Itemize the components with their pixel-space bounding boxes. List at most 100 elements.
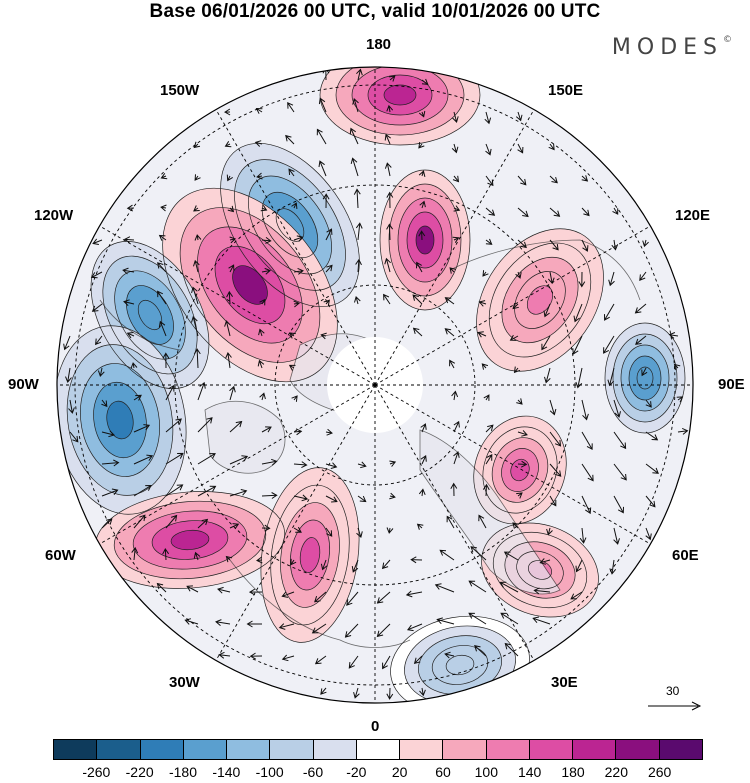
anomaly-contour (636, 366, 654, 390)
colorbar-tick-label: 140 (517, 764, 542, 780)
wind-arrow (412, 327, 423, 337)
wind-arrow (549, 175, 558, 184)
wind-arrow (482, 270, 489, 277)
wind-arrow (515, 111, 523, 122)
wind-arrow (384, 162, 392, 177)
wind-arrow (224, 141, 232, 148)
colorbar-swatch (486, 740, 530, 759)
anomaly-contour (261, 191, 319, 259)
positive-anomaly-shading (527, 285, 553, 315)
negative-anomaly-shading (106, 401, 134, 439)
colorbar-swatch (140, 740, 184, 759)
anomaly-contour (445, 654, 475, 676)
wind-arrow (515, 271, 522, 279)
wind-arrow (512, 522, 519, 529)
wind-arrow (449, 359, 456, 369)
wind-arrow (261, 426, 272, 433)
anomaly-contour (126, 285, 174, 345)
wind-arrow (503, 551, 519, 561)
anomaly-contour (351, 67, 449, 126)
wind-arrow (389, 460, 397, 467)
wind-arrow (133, 454, 154, 465)
wind-arrow (355, 258, 362, 273)
wind-arrow (101, 488, 119, 497)
meridian-line (374, 219, 662, 386)
colorbar-tick-label: -20 (346, 764, 367, 780)
anomaly-contour (501, 448, 539, 492)
wind-arrow (293, 428, 303, 436)
wind-arrow (376, 591, 391, 604)
wind-arrow (133, 514, 146, 529)
anomaly-contour (491, 437, 549, 503)
meridian-line (209, 98, 376, 386)
wind-arrow (91, 303, 103, 312)
colorbar-swatch (54, 740, 98, 759)
wind-arrow (485, 143, 492, 156)
anomaly-contour (481, 522, 599, 618)
wind-arrow (314, 591, 327, 603)
wind-arrow (325, 228, 333, 241)
wind-arrow (613, 527, 620, 545)
lon-label-150e: 150E (548, 82, 584, 99)
wind-arrow (186, 585, 199, 593)
wind-arrow (676, 396, 684, 403)
wind-arrow (325, 428, 333, 436)
anomaly-contour (516, 550, 564, 590)
wind-arrow (261, 458, 278, 466)
wind-arrow (101, 430, 115, 438)
wind-arrow (546, 527, 553, 536)
wind-arrow (613, 463, 627, 481)
wind-arrow (261, 267, 272, 275)
lon-label-120w: 120W (34, 207, 74, 224)
lon-label-150w: 150W (160, 82, 200, 99)
wind-arrow (446, 515, 455, 529)
wind-arrow (468, 580, 487, 593)
wind-arrow (444, 328, 455, 337)
wind-arrow (418, 488, 426, 497)
wind-arrow (533, 587, 551, 595)
wind-arrow (325, 527, 333, 537)
wind-arrow (229, 385, 236, 401)
wind-arrow (581, 431, 593, 451)
wind-arrow (645, 431, 659, 441)
wind-arrow (645, 463, 659, 474)
wind-arrow (412, 294, 423, 305)
colorbar-tick-label: 20 (391, 764, 408, 780)
wind-arrow (193, 551, 201, 561)
lon-label-30w: 30W (169, 674, 200, 691)
wind-arrow (123, 236, 135, 244)
wind-arrow (413, 655, 423, 664)
wind-arrow (229, 236, 237, 244)
anomaly-contour (628, 355, 662, 401)
wind-arrow (673, 363, 681, 371)
wind-arrow (419, 687, 426, 697)
wind-arrow (157, 290, 167, 305)
anomaly-contour (113, 500, 267, 580)
colorbar-tick-label: 60 (435, 764, 451, 780)
anomaly-shading (57, 67, 685, 703)
anomaly-contour (162, 187, 338, 383)
wind-arrow (285, 134, 295, 145)
wind-arrow (97, 367, 105, 378)
anomaly-contour (299, 537, 321, 573)
anomaly-contour (415, 225, 435, 255)
wind-arrow (133, 394, 142, 401)
wind-arrow (613, 399, 621, 418)
positive-anomaly-shading (232, 265, 268, 305)
wind-vectors (63, 67, 689, 700)
wind-arrow (288, 168, 295, 177)
anomaly-contour (79, 363, 161, 477)
wind-arrow (416, 523, 424, 530)
wind-arrow (581, 239, 589, 252)
wind-arrow (357, 461, 367, 469)
wind-arrow (348, 655, 359, 669)
wind-arrow (452, 111, 459, 123)
wind-arrow (130, 362, 138, 369)
logo-text: MODES (611, 35, 723, 60)
wind-arrow (131, 546, 139, 561)
wind-arrow (249, 652, 263, 660)
wind-arrow (133, 424, 151, 433)
vector-scale-label: 30 (666, 684, 680, 698)
wind-arrow (356, 68, 363, 81)
wind-arrow (165, 418, 182, 433)
